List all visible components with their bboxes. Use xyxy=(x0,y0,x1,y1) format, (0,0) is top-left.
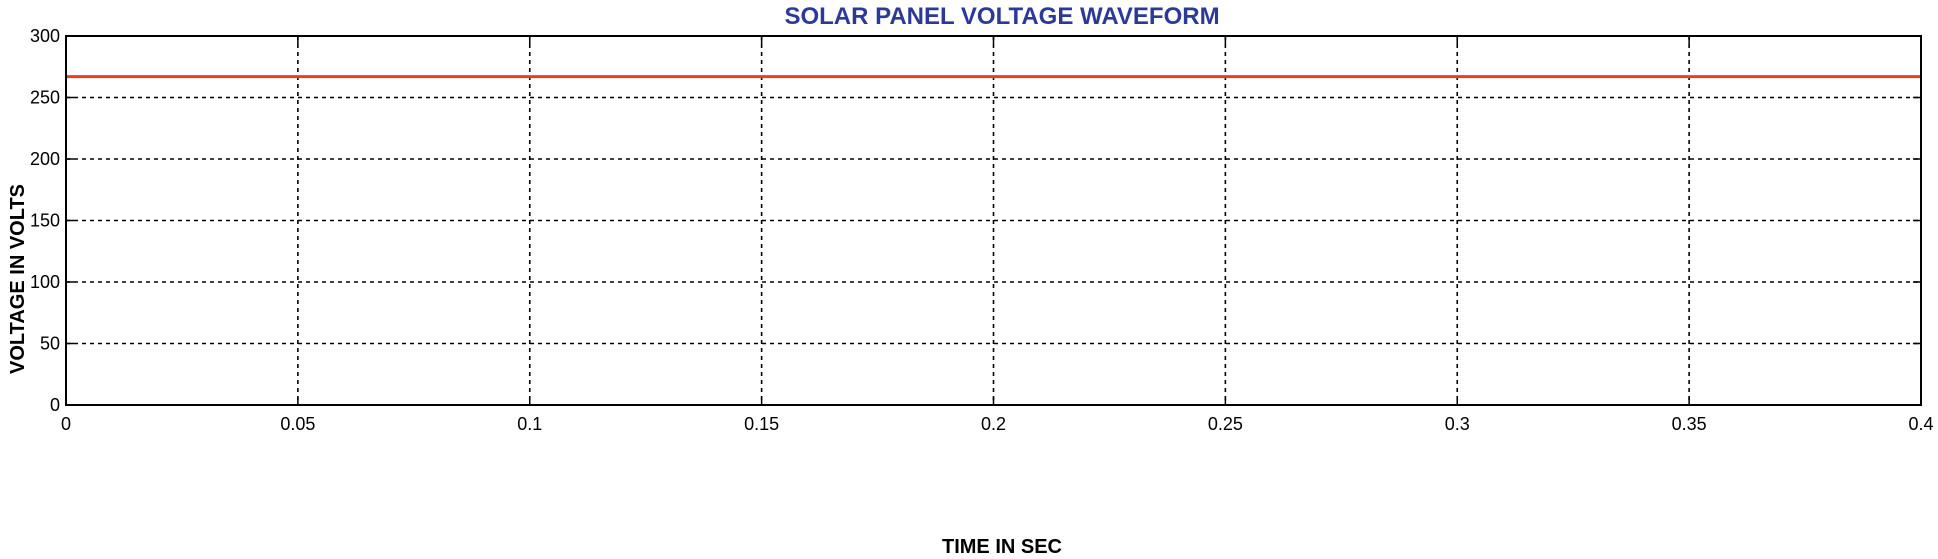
y-tick-label: 250 xyxy=(30,88,60,108)
x-tick-label: 0.15 xyxy=(744,414,779,434)
grid-lines xyxy=(66,36,1921,405)
x-tick-label: 0.3 xyxy=(1445,414,1470,434)
y-tick-label: 200 xyxy=(30,149,60,169)
y-tick-label: 0 xyxy=(50,395,60,415)
y-tick-label: 50 xyxy=(40,334,60,354)
y-tick-label: 300 xyxy=(30,26,60,46)
y-tick-label: 150 xyxy=(30,211,60,231)
x-tick-label: 0.05 xyxy=(280,414,315,434)
x-tick-label: 0.1 xyxy=(517,414,542,434)
x-tick-label: 0.25 xyxy=(1208,414,1243,434)
y-axis-label: VOLTAGE IN VOLTS xyxy=(7,184,29,374)
x-axis-label: TIME IN SEC xyxy=(942,536,1062,558)
y-tick-label: 100 xyxy=(30,272,60,292)
x-tick-label: 0.35 xyxy=(1672,414,1707,434)
x-tick-label: 0 xyxy=(61,414,71,434)
x-tick-label: 0.2 xyxy=(981,414,1006,434)
axis-ticks: 0 0.05 0.1 0.15 0.2 0.25 0.3 0.35 0.4 0 50 100 150 20… xyxy=(30,26,1934,434)
x-tick-label: 0.4 xyxy=(1908,414,1933,434)
chart-title: SOLAR PANEL VOLTAGE WAVEFORM xyxy=(784,3,1219,30)
